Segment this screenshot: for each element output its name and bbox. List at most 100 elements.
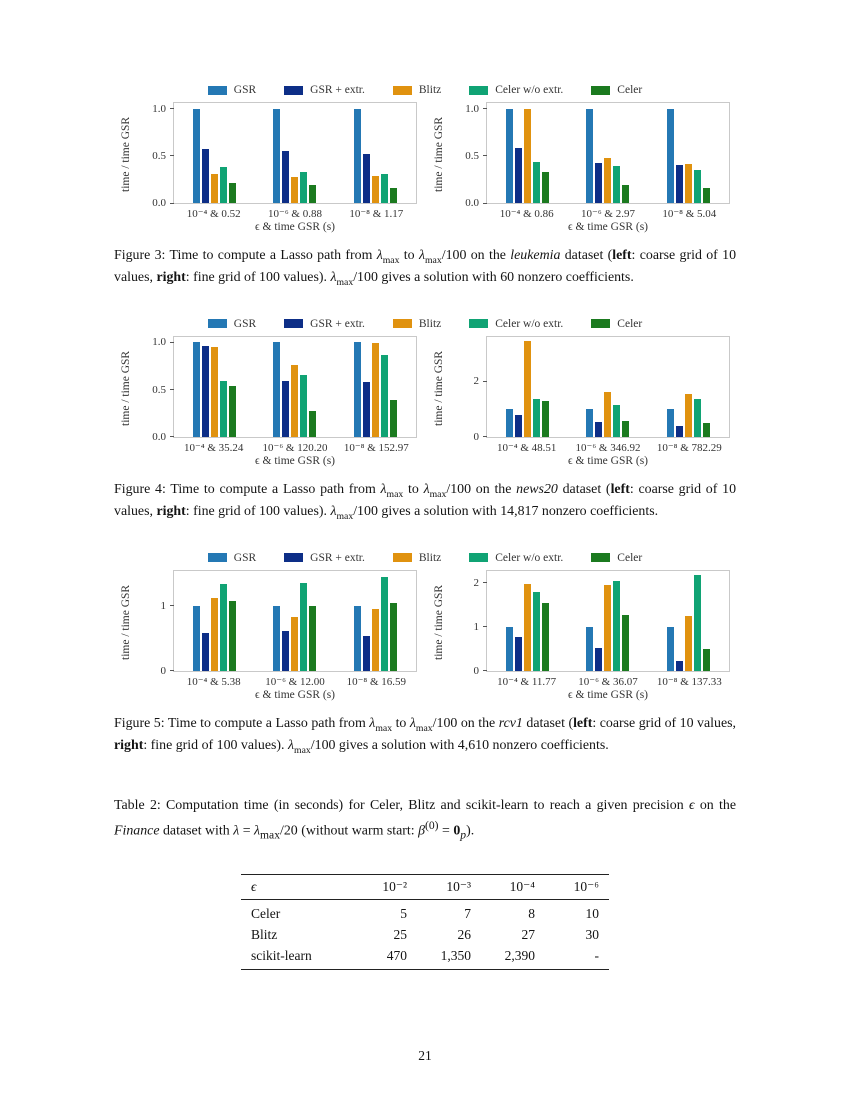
bar-chart: time / time GSR 0 1 2 10⁻⁴ & 11.77 10⁻⁶ & 36.… [433, 569, 730, 701]
bar-group [335, 103, 416, 203]
legend-item-gsr-extr: GSR + extr. [284, 552, 365, 564]
bar-blitz [291, 176, 299, 203]
x-tick-label: 10⁻⁸ & 137.33 [656, 675, 722, 688]
bar-group [568, 571, 649, 671]
bar-groups [174, 571, 416, 671]
caption-text: λ [254, 823, 261, 839]
y-tick-mark [483, 380, 487, 382]
bar-celer-w-o-extr [381, 576, 389, 671]
bar-gsr [667, 108, 675, 203]
table-cell: 27 [521, 926, 536, 942]
bar-blitz [604, 391, 612, 437]
figure-4-left-chart: time / time GSR 0.0 0.5 1.0 10⁻⁴ & 35.24 10⁻⁶… [120, 335, 417, 467]
x-tick-label: 10⁻⁴ & 11.77 [497, 675, 557, 688]
table-column-header: ϵ [241, 873, 353, 900]
table-column-header: 10⁻⁴ [481, 873, 545, 900]
bar-gsr [354, 108, 362, 203]
table-cell: Blitz [251, 926, 278, 942]
bar-blitz [523, 108, 531, 203]
x-tick-label: 10⁻⁴ & 0.86 [499, 208, 554, 220]
bar-gsr [667, 626, 675, 671]
bar-gsr-extr [676, 165, 684, 203]
legend-item-blitz: Blitz [392, 552, 441, 564]
caption-text: max [415, 722, 433, 734]
bar-groups [174, 103, 416, 203]
figure-3-left-chart: time / time GSR 0.0 0.5 1.0 10⁻⁴ & 0.52 10⁻⁶ … [120, 102, 417, 233]
bar-celer [703, 422, 711, 437]
bar-gsr-extr [201, 149, 209, 203]
bar-blitz [685, 164, 693, 203]
caption-text: max [375, 722, 393, 734]
bar-chart: time / time GSR 0.0 0.5 1.0 10⁻⁴ & 0.86 10⁻⁶ … [433, 102, 730, 233]
bar-celer-w-o-extr [381, 173, 389, 203]
y-tick-mark [170, 155, 174, 157]
bar-blitz [523, 584, 531, 671]
table-2: ϵ 10⁻² 10⁻³ 10⁻⁴ 10⁻⁶ Celer 5 7 8 10 Blitz 25 26 27 30… [241, 873, 609, 970]
bar-celer-w-o-extr [381, 354, 389, 437]
caption-text: /100 gives a solution with 4,610 nonzero… [310, 737, 609, 753]
caption-text: : fine grid of 100 values). [143, 737, 288, 753]
caption-text: Figure 5: Time to compute a Lasso path f… [114, 715, 370, 731]
table-2-caption: Table 2: Computation time (in seconds) f… [114, 796, 736, 844]
table-column-header: 10⁻² [353, 873, 417, 900]
y-tick-label: 2 [473, 375, 480, 388]
bar-celer [390, 603, 398, 671]
table-cell: 25 [393, 926, 408, 942]
bar-group [487, 103, 568, 203]
bar-celer [309, 411, 317, 437]
legend-label: GSR + extr. [310, 317, 365, 330]
bar-gsr-extr [282, 151, 290, 203]
figure-5-left-chart: time / time GSR 0 1 10⁻⁴ & 5.38 10⁻⁶ & 12.00… [120, 569, 417, 701]
y-tick-mark [483, 670, 487, 671]
x-tick-label: 10⁻⁸ & 5.04 [662, 208, 717, 220]
bar-gsr-extr [363, 635, 371, 671]
x-tick-labels: 10⁻⁴ & 0.52 10⁻⁶ & 0.88 10⁻⁸ & 1.17 [173, 207, 417, 220]
legend-swatch-icon [392, 319, 412, 329]
caption-text: left [612, 248, 632, 263]
bar-blitz [291, 616, 299, 671]
page-number: 21 [418, 1048, 432, 1063]
bar-group [255, 337, 336, 437]
caption-text: λ [330, 270, 337, 286]
bar-gsr-extr [282, 381, 290, 437]
bar-gsr-extr [595, 163, 603, 203]
caption-text: λ [369, 715, 376, 731]
legend-label: GSR [233, 551, 257, 564]
y-tick-label: 1 [473, 620, 480, 633]
x-axis-label: ϵ & time GSR (s) [254, 688, 336, 701]
bar-celer [228, 601, 236, 671]
plot-area: 0.0 0.5 1.0 [152, 102, 417, 209]
caption-text: dataset ( [557, 481, 611, 497]
bar-group [174, 103, 255, 203]
y-tick-mark [483, 202, 487, 204]
caption-text: λ [423, 481, 430, 497]
legend-label: GSR [233, 317, 257, 330]
table-cell: 10 [585, 905, 600, 921]
x-tick-label: 10⁻⁶ & 12.00 [265, 675, 325, 688]
legend-label: GSR [233, 84, 257, 96]
legend-label: Celer w/o extr. [495, 317, 564, 330]
y-axis-label: time / time GSR [120, 116, 132, 192]
bar-blitz [372, 608, 380, 671]
legend-label: Celer [617, 317, 643, 330]
table-cell: Celer [251, 905, 281, 921]
caption-text: right [114, 737, 144, 753]
bar-celer-w-o-extr [694, 399, 702, 437]
bar-celer [541, 603, 549, 671]
bar-celer-w-o-extr [219, 381, 227, 437]
bar-gsr [273, 342, 281, 437]
y-tick-mark [170, 202, 174, 204]
y-tick-mark [170, 389, 174, 391]
x-axis-label: ϵ & time GSR (s) [254, 454, 336, 467]
x-tick-label: 10⁻⁶ & 0.88 [268, 208, 322, 220]
table-row: Blitz 25 26 27 30 [241, 924, 609, 945]
figure-5-legend: GSR GSR + extr. Blitz Celer w/o extr. Celer [105, 552, 745, 564]
bar-celer-w-o-extr [532, 399, 540, 437]
y-axis-label: time / time GSR [433, 350, 445, 426]
y-tick-label: 1 [160, 599, 167, 612]
legend-item-celer: Celer [591, 552, 642, 564]
bar-group [648, 103, 729, 203]
bar-blitz [523, 340, 531, 437]
bar-gsr-extr [514, 415, 522, 437]
bar-celer [541, 171, 549, 203]
